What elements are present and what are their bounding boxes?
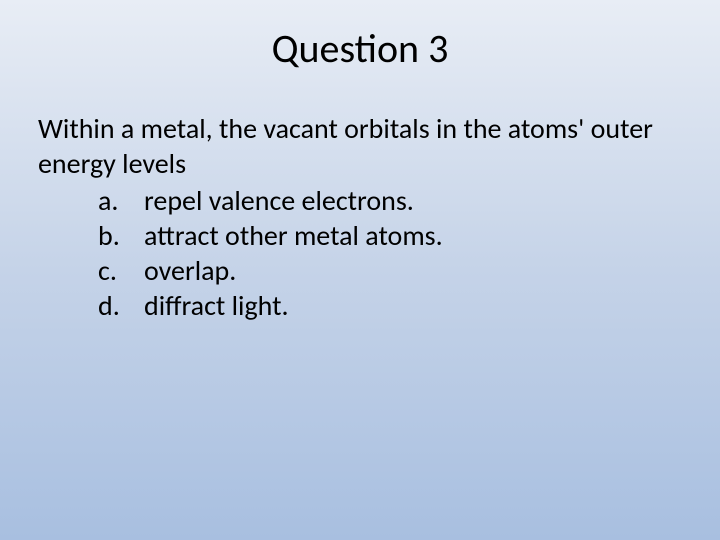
option-text: overlap. bbox=[110, 253, 236, 288]
option-text: repel valence electrons. bbox=[110, 183, 414, 218]
option-text: diffract light. bbox=[110, 288, 289, 323]
question-title: Question 3 bbox=[38, 24, 682, 73]
option-b: b. attract other metal atoms. bbox=[38, 218, 682, 253]
option-text: attract other metal atoms. bbox=[110, 218, 443, 253]
option-d: d. diffract light. bbox=[38, 288, 682, 323]
option-letter: a. bbox=[38, 183, 110, 218]
option-letter: c. bbox=[38, 253, 110, 288]
option-c: c. overlap. bbox=[38, 253, 682, 288]
options-list: a. repel valence electrons. b. attract o… bbox=[38, 183, 682, 323]
question-stem: Within a metal, the vacant orbitals in t… bbox=[38, 111, 682, 181]
option-letter: b. bbox=[38, 218, 110, 253]
option-letter: d. bbox=[38, 288, 110, 323]
slide-container: Question 3 Within a metal, the vacant or… bbox=[0, 0, 720, 540]
option-a: a. repel valence electrons. bbox=[38, 183, 682, 218]
